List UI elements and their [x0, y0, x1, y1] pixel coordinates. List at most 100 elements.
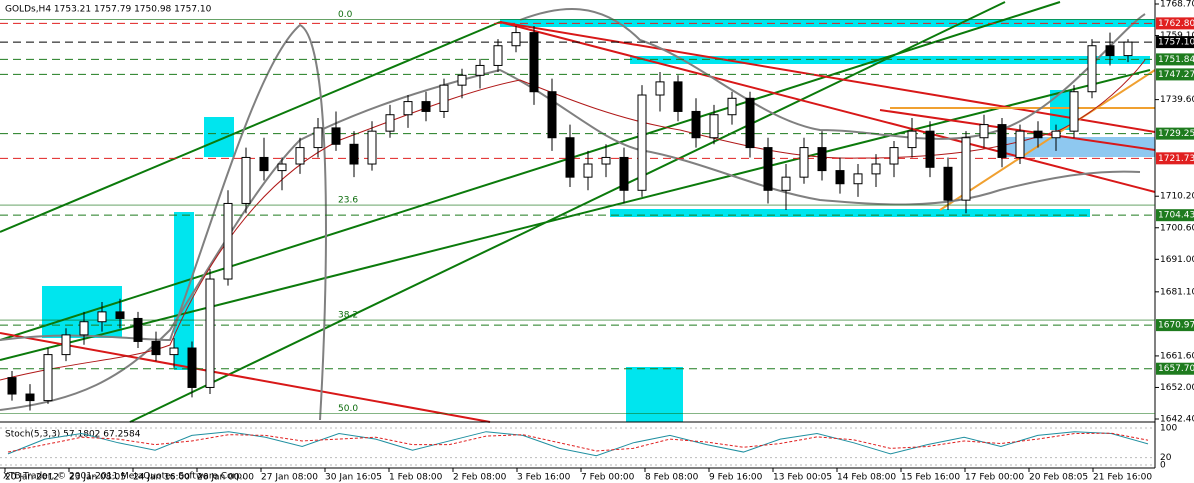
x-tick-label: 17 Feb 00:00: [965, 473, 1024, 483]
level-label: 1704.43: [1158, 211, 1194, 221]
candle-body: [187, 347, 197, 388]
candle-body: [1033, 130, 1043, 139]
zone: [1050, 90, 1072, 130]
candle-body: [583, 163, 593, 178]
candle-body: [133, 317, 143, 342]
candle-body: [385, 114, 395, 132]
level-label: 1657.70: [1158, 364, 1194, 374]
candle-body: [421, 101, 431, 112]
candle-body: [907, 130, 917, 149]
candle-body: [853, 173, 863, 185]
stoch-line: [7, 431, 1149, 457]
zone: [1000, 137, 1155, 157]
candle-body: [655, 81, 665, 96]
candle-body: [115, 311, 125, 319]
candle-body: [493, 45, 503, 66]
stoch-tick-label: 20: [1160, 453, 1172, 463]
level-box: [1156, 319, 1194, 332]
candle-body: [349, 143, 359, 165]
candle-body: [925, 130, 935, 168]
candle-body: [601, 156, 611, 165]
candle-body: [277, 163, 287, 172]
channel: [0, 1, 1151, 423]
fib-label: 23.6: [338, 196, 358, 206]
symbol-header: GOLDs,H4 1753.21 1757.79 1750.98 1757.10: [5, 5, 212, 15]
level-label: 1747.27: [1158, 70, 1194, 80]
x-tick-label: 24 Jan 16:00: [133, 473, 190, 483]
candle-body: [943, 166, 953, 201]
x-tick-label: 8 Feb 08:00: [645, 473, 699, 483]
y-tick-label: 1661.60: [1160, 351, 1194, 361]
fib-label: 38.2: [338, 311, 358, 321]
x-tick-label: 15 Feb 16:00: [901, 473, 960, 483]
candle-body: [439, 84, 449, 112]
fib-label: 50.0: [338, 404, 358, 414]
level-label: 1729.25: [1158, 129, 1194, 139]
level-box: [1156, 68, 1194, 81]
candle-body: [43, 354, 53, 402]
candle-body: [313, 127, 323, 149]
y-tick-label: 1700.60: [1160, 223, 1194, 233]
zone: [204, 117, 234, 157]
level-box: [1156, 53, 1194, 66]
level-label: 1762.80: [1158, 19, 1194, 29]
candle-body: [781, 176, 791, 191]
y-tick-label: 1739.60: [1160, 95, 1194, 105]
candle-body: [97, 311, 107, 323]
y-tick-label: 1768.70: [1160, 0, 1194, 10]
candle-body: [61, 334, 71, 356]
level-label: 1721.73: [1158, 154, 1194, 164]
x-tick-label: 27 Jan 08:00: [261, 473, 318, 483]
candle-body: [169, 347, 179, 356]
y-tick-label: 1681.10: [1160, 287, 1194, 297]
candle-body: [205, 278, 215, 388]
x-tick-label: 23 Jan 08:05: [69, 473, 126, 483]
candle-body: [151, 340, 161, 356]
y-tick-label: 1710.20: [1160, 192, 1194, 202]
zone: [626, 367, 683, 422]
stoch-tick-label: 0: [1160, 461, 1166, 471]
x-tick-label: 3 Feb 16:00: [517, 473, 571, 483]
candle-body: [511, 32, 521, 47]
candle-body: [7, 377, 17, 395]
candle-body: [1123, 41, 1133, 57]
candle-body: [223, 202, 233, 280]
candle-body: [259, 156, 269, 172]
y-tick-label: 1652.00: [1160, 383, 1194, 393]
candle-body: [961, 137, 971, 201]
candle-body: [529, 32, 539, 93]
candle-body: [835, 170, 845, 185]
x-tick-label: 2 Feb 08:00: [453, 473, 507, 483]
level-box: [1156, 17, 1194, 30]
candle-body: [1051, 130, 1061, 139]
band: [0, 7, 1146, 421]
candle-body: [745, 97, 755, 149]
x-tick-label: 21 Feb 16:00: [1093, 473, 1152, 483]
fib-label: 0.0: [338, 10, 353, 20]
overlays: [0, 1, 1156, 423]
x-tick-label: 30 Jan 16:05: [325, 473, 382, 483]
trendline: [890, 69, 1156, 211]
stoch-line: [7, 432, 1149, 453]
copyright: XTB-Trader, © 2001-2011 MetaQuotes Softw…: [3, 472, 245, 482]
level-box: [1156, 152, 1194, 165]
x-tick-label: 1 Feb 08:00: [389, 473, 443, 483]
x-tick-label: 7 Feb 00:00: [581, 473, 635, 483]
candle-body: [25, 393, 35, 402]
candle-body: [763, 147, 773, 191]
zone: [630, 56, 1150, 64]
x-tick-label: 20 Jan 2012: [5, 473, 59, 483]
zone: [174, 212, 194, 370]
y-tick-label: 1759.10: [1160, 31, 1194, 41]
candle-body: [979, 124, 989, 139]
trendline: [0, 21, 1156, 423]
level-box: [1156, 127, 1194, 140]
candle-body: [475, 64, 485, 76]
candle-body: [997, 124, 1007, 158]
candle-body: [637, 94, 647, 191]
y-tick-label: 1642.40: [1160, 415, 1194, 425]
candle-body: [457, 74, 467, 86]
zone: [610, 209, 1090, 217]
